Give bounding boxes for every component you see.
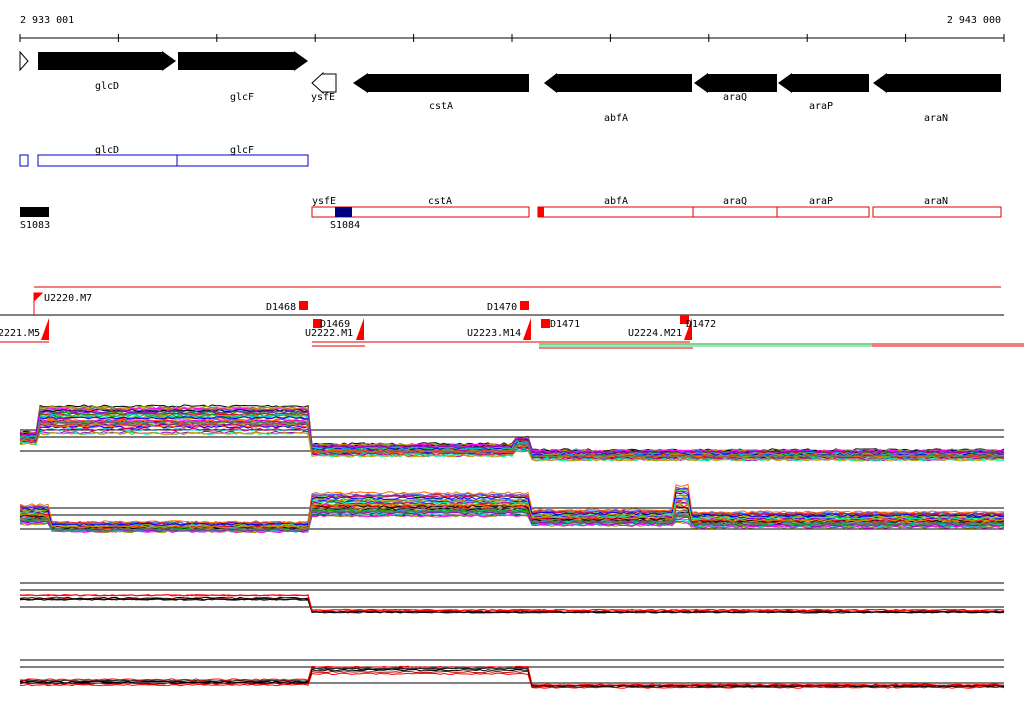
transcription-unit-track: U2220.M7 2221.M5 U2222.M1 U2223.M14 U222… [0, 286, 1024, 349]
reverse-tiling-trace-3 [19, 670, 1005, 689]
forward-tiling-trace-6 [19, 593, 1005, 612]
operon-box-araP[interactable] [776, 206, 870, 218]
srna-label-S1084: S1084 [330, 220, 360, 231]
coordinate-ruler: 2 933 001 2 943 000 [19, 15, 1005, 42]
reverse-tiling-trace-6 [19, 665, 1005, 687]
ruler-end-coordinate: 2 943 000 [947, 15, 1001, 26]
srna-box-S1083[interactable] [20, 207, 49, 217]
tu-label-U2221: 2221.M5 [0, 328, 40, 339]
srna-box-S1084[interactable] [335, 207, 352, 217]
operon-box-araQ[interactable] [692, 206, 778, 218]
tu-label-U2220: U2220.M7 [44, 293, 92, 304]
tu-label-U2222: U2222.M1 [305, 328, 353, 339]
downshift-label-D1469: D1469 [320, 319, 350, 330]
operon-box-partial[interactable] [19, 154, 29, 167]
tu-marker-U2220[interactable] [33, 292, 44, 315]
downshift-marker-D1469[interactable] [313, 319, 322, 328]
gene-label-glcD: glcD [95, 81, 119, 92]
forward-expression-trace-40 [19, 420, 1005, 458]
forward-tiling-trace-5 [19, 598, 1005, 614]
operon-label-ysfE: ysfE [312, 196, 336, 207]
tu-marker-U2223[interactable] [523, 318, 531, 340]
forward-tiling-trace-2 [19, 594, 1005, 612]
downshift-marker-D1471[interactable] [541, 319, 550, 328]
downshift-label-D1470: D1470 [487, 302, 517, 313]
forward-expression-trace-37 [19, 431, 1005, 462]
operon-box-araN[interactable] [872, 206, 1002, 218]
gene-arrow-araP[interactable] [778, 73, 869, 93]
gene-label-abfA: abfA [604, 113, 628, 124]
gene-arrow-araN[interactable] [873, 73, 1001, 93]
gene-label-araP: araP [809, 101, 833, 112]
expression-panel-forward [19, 404, 1005, 462]
downshift-marker-D1468[interactable] [299, 301, 308, 310]
reverse-expression-trace-37 [19, 502, 1005, 529]
tu-marker-U2221[interactable] [41, 318, 49, 340]
partial-gene-arrow[interactable] [19, 50, 29, 72]
operon-box-glcD[interactable] [37, 154, 178, 167]
operon-label-cstA: cstA [428, 196, 452, 207]
operon-track-forward: glcD glcF [19, 145, 309, 167]
operon-box-abfA[interactable] [537, 206, 694, 218]
tu-label-U2224: U2224.M21 [628, 328, 682, 339]
downshift-label-D1471: D1471 [550, 319, 580, 330]
srna-label-S1083: S1083 [20, 220, 50, 231]
reverse-expression-trace-39 [19, 483, 1005, 524]
tu-label-U2223: U2223.M14 [467, 328, 521, 339]
downshift-marker-D1470[interactable] [520, 301, 529, 310]
expression-panel-reverse [19, 483, 1005, 534]
gene-arrow-cstA[interactable] [353, 73, 529, 93]
tiling-panel-reverse [19, 659, 1005, 689]
operon-label-araQ: araQ [723, 196, 747, 207]
forward-expression-trace-38 [19, 410, 1005, 454]
gene-label-glcF: glcF [230, 92, 254, 103]
gene-arrow-abfA[interactable] [544, 73, 692, 93]
downshift-label-D1468: D1468 [266, 302, 296, 313]
tiling-panel-forward [19, 582, 1005, 614]
gene-label-ysfE: ysfE [311, 92, 335, 103]
operon-start-marker [538, 207, 544, 217]
gene-label-cstA: cstA [429, 101, 453, 112]
ruler-start-coordinate: 2 933 001 [20, 15, 74, 26]
operon-label-abfA: abfA [604, 196, 628, 207]
tu-marker-U2224[interactable] [684, 318, 692, 340]
gene-track: glcD glcF ysfE cstA abfA araQ araP araN [19, 50, 1001, 124]
gene-arrow-araQ[interactable] [694, 73, 777, 93]
reverse-expression-trace-27 [19, 486, 1005, 525]
reverse-expression-trace-34 [19, 492, 1004, 526]
gene-arrow-glcF[interactable] [178, 51, 308, 71]
gene-arrow-ysfE[interactable] [311, 71, 337, 95]
gene-label-araQ: araQ [723, 92, 747, 103]
reverse-tiling-trace-4 [19, 667, 1005, 687]
operon-label-araN: araN [924, 196, 948, 207]
operon-box-cstA[interactable] [311, 206, 530, 218]
forward-expression-trace-21 [19, 427, 1005, 461]
operon-label-glcD: glcD [95, 145, 119, 156]
downshift-label-D1472: D1472 [686, 319, 716, 330]
operon-label-araP: araP [809, 196, 833, 207]
downshift-marker-D1472[interactable] [680, 315, 689, 324]
reverse-expression-trace-40 [19, 510, 1005, 532]
operon-label-glcF: glcF [230, 145, 254, 156]
tu-marker-U2222[interactable] [356, 318, 364, 340]
forward-expression-trace-28 [19, 427, 1005, 461]
operon-track-reverse: S1083 S1084 ysfE cstA abfA araQ araP ara… [20, 196, 1002, 231]
gene-label-araN: araN [924, 113, 948, 124]
operon-box-glcF[interactable] [176, 154, 309, 167]
gene-arrow-glcD[interactable] [38, 51, 176, 71]
